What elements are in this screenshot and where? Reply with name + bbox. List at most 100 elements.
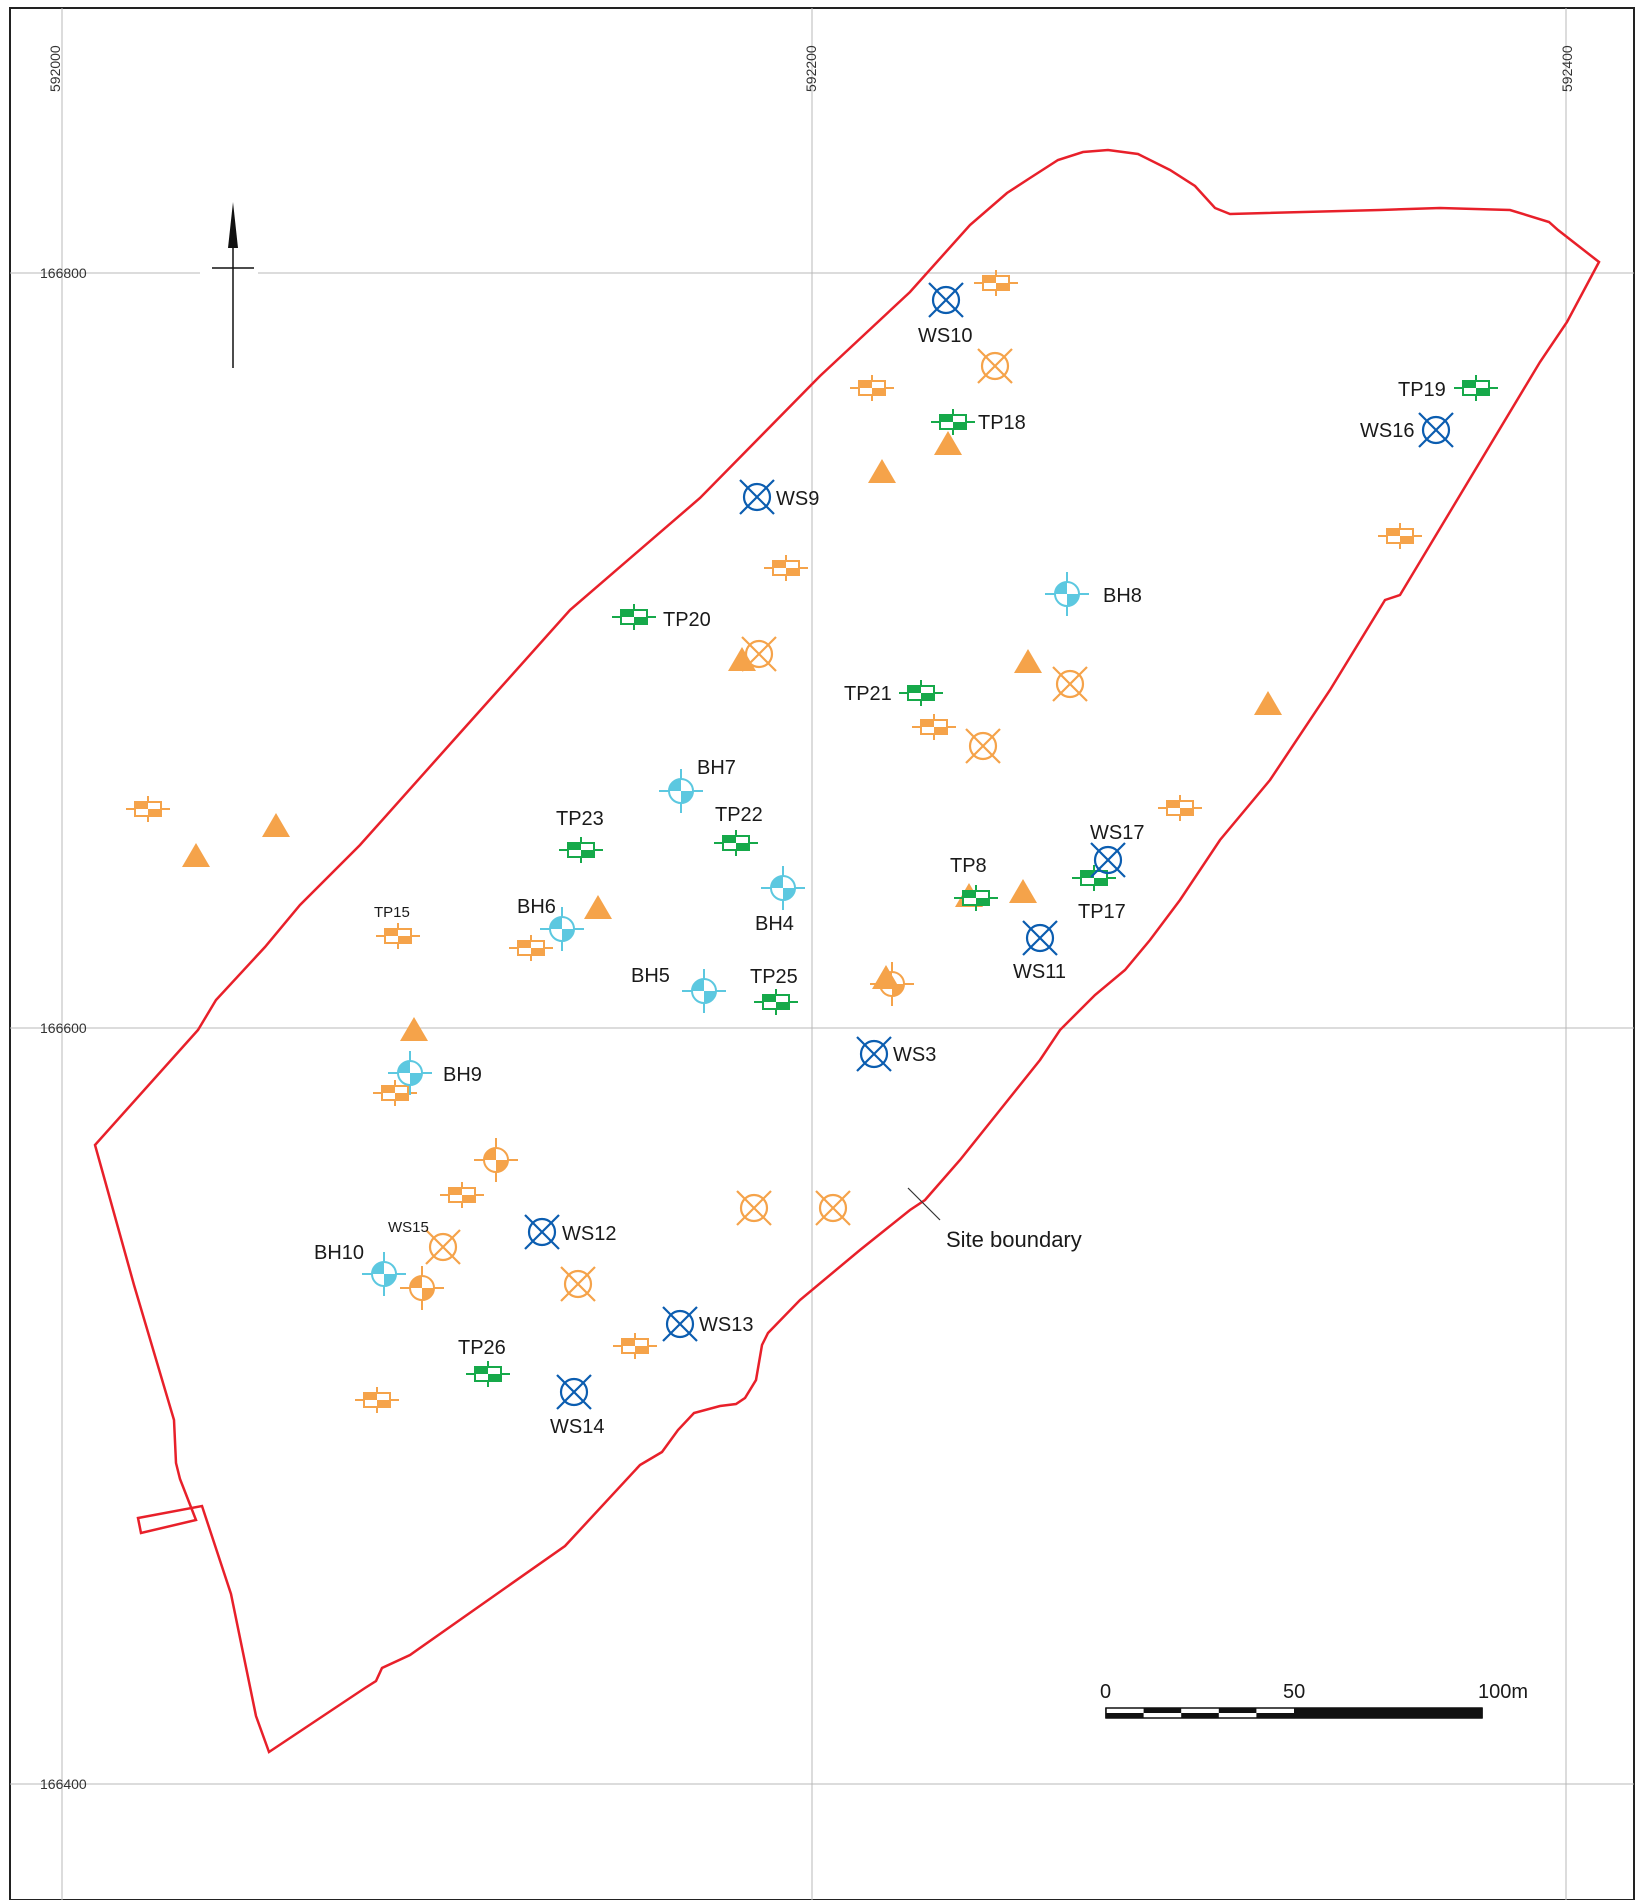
site-boundary-label: Site boundary xyxy=(946,1227,1082,1252)
window-sample-ws14 xyxy=(557,1375,591,1409)
historic-trial-pit xyxy=(1378,523,1422,549)
historic-trial-pit xyxy=(613,1333,657,1359)
north-arrow-icon xyxy=(212,202,254,368)
grid-lines xyxy=(10,8,1634,1900)
historic-trial-pit xyxy=(1158,795,1202,821)
window-sample-ws17 xyxy=(1091,843,1125,877)
scale-label-0: 0 xyxy=(1100,1681,1111,1703)
label-ws3: WS3 xyxy=(893,1044,936,1066)
historic-trial-pit xyxy=(355,1387,399,1413)
label-tp25: TP25 xyxy=(750,966,798,988)
trial-pit-tp20 xyxy=(612,604,656,630)
label-tp17: TP17 xyxy=(1078,901,1126,923)
label-tp19: TP19 xyxy=(1398,379,1446,401)
label-bh7: BH7 xyxy=(697,757,736,779)
label-ws15: WS15 xyxy=(388,1219,429,1236)
label-tp20: TP20 xyxy=(663,609,711,631)
triangle-icon xyxy=(1014,649,1042,673)
historic-window-sample xyxy=(737,1191,771,1225)
site-boundary xyxy=(95,150,1599,1752)
label-bh4: BH4 xyxy=(755,913,794,935)
historic-borehole xyxy=(474,1138,518,1182)
label-tp15: TP15 xyxy=(374,904,410,921)
historic-boreholes xyxy=(400,962,914,1310)
triangle-icon xyxy=(868,459,896,483)
historic-trial-pit xyxy=(764,555,808,581)
historic-window-sample xyxy=(561,1267,595,1301)
label-tp21: TP21 xyxy=(844,683,892,705)
northing-label-166800: 166800 xyxy=(40,265,87,281)
label-ws17: WS17 xyxy=(1090,822,1144,844)
label-ws9: WS9 xyxy=(776,488,819,510)
label-ws13: WS13 xyxy=(699,1314,753,1336)
label-ws12: WS12 xyxy=(562,1223,616,1245)
triangle-icon xyxy=(1254,691,1282,715)
label-tp18: TP18 xyxy=(978,412,1026,434)
label-ws16: WS16 xyxy=(1360,420,1414,442)
historic-window-sample xyxy=(816,1191,850,1225)
scale-label-50: 50 xyxy=(1283,1681,1305,1703)
trial-pit-tp8 xyxy=(954,885,998,911)
historic-trial-pit xyxy=(974,270,1018,296)
label-tp22: TP22 xyxy=(715,804,763,826)
easting-label-592200: 592200 xyxy=(803,45,819,92)
triangle-icon xyxy=(262,813,290,837)
historic-window-sample xyxy=(426,1230,460,1264)
historic-borehole xyxy=(400,1266,444,1310)
label-tp8: TP8 xyxy=(950,855,987,877)
window-sample-ws16 xyxy=(1419,413,1453,447)
easting-label-592400: 592400 xyxy=(1559,45,1575,92)
site-boundary-leader-line xyxy=(908,1188,940,1220)
northing-label-166600: 166600 xyxy=(40,1020,87,1036)
label-ws10: WS10 xyxy=(918,325,972,347)
trial-pit-tp21 xyxy=(899,680,943,706)
trial-pit-tp26 xyxy=(466,1361,510,1387)
label-bh6: BH6 xyxy=(517,896,556,918)
point-labels: WS10 TP19 TP18 WS16 WS9 BH8 TP20 TP21 BH… xyxy=(314,325,1446,1438)
historic-trial-pit xyxy=(509,935,553,961)
borehole-bh4 xyxy=(761,866,805,910)
triangle-icon xyxy=(584,895,612,919)
historic-trial-pit xyxy=(126,796,170,822)
window-sample-ws9 xyxy=(740,480,774,514)
trial-pit-tp19 xyxy=(1454,375,1498,401)
historic-trial-pit xyxy=(440,1182,484,1208)
historic-trial-pit xyxy=(850,375,894,401)
label-bh8: BH8 xyxy=(1103,585,1142,607)
window-sample-ws11 xyxy=(1023,921,1057,955)
easting-label-592000: 592000 xyxy=(47,45,63,92)
label-tp26: TP26 xyxy=(458,1337,506,1359)
historic-window-sample xyxy=(966,729,1000,763)
trial-pit-tp22 xyxy=(714,830,758,856)
trial-pit-tp17 xyxy=(1072,865,1116,891)
triangle-icon xyxy=(934,431,962,455)
trial-pit-tp18 xyxy=(931,409,975,435)
triangle-markers xyxy=(182,431,1282,1041)
trial-pit-tp23 xyxy=(559,837,603,863)
scale-bar: 0 50 100m xyxy=(1100,1681,1528,1718)
label-bh9: BH9 xyxy=(443,1064,482,1086)
triangle-icon xyxy=(1009,879,1037,903)
borehole-bh8 xyxy=(1045,572,1089,616)
triangle-icon xyxy=(182,843,210,867)
historic-trial-pit xyxy=(376,923,420,949)
triangle-icon xyxy=(400,1017,428,1041)
window-sample-ws3 xyxy=(857,1037,891,1071)
northing-label-166400: 166400 xyxy=(40,1776,87,1792)
borehole-bh10 xyxy=(362,1252,406,1296)
map-frame xyxy=(10,8,1634,1900)
label-tp23: TP23 xyxy=(556,808,604,830)
window-sample-ws13 xyxy=(663,1307,697,1341)
label-bh5: BH5 xyxy=(631,965,670,987)
label-ws14: WS14 xyxy=(550,1416,604,1438)
window-sample-ws10 xyxy=(929,283,963,317)
window-sample-ws12 xyxy=(525,1215,559,1249)
label-bh10: BH10 xyxy=(314,1242,364,1264)
trial-pit-tp25 xyxy=(754,989,798,1015)
historic-window-sample xyxy=(978,349,1012,383)
scale-label-100m: 100m xyxy=(1478,1681,1528,1703)
label-ws11: WS11 xyxy=(1013,961,1066,983)
historic-window-sample xyxy=(1053,667,1087,701)
borehole-bh5 xyxy=(682,969,726,1013)
